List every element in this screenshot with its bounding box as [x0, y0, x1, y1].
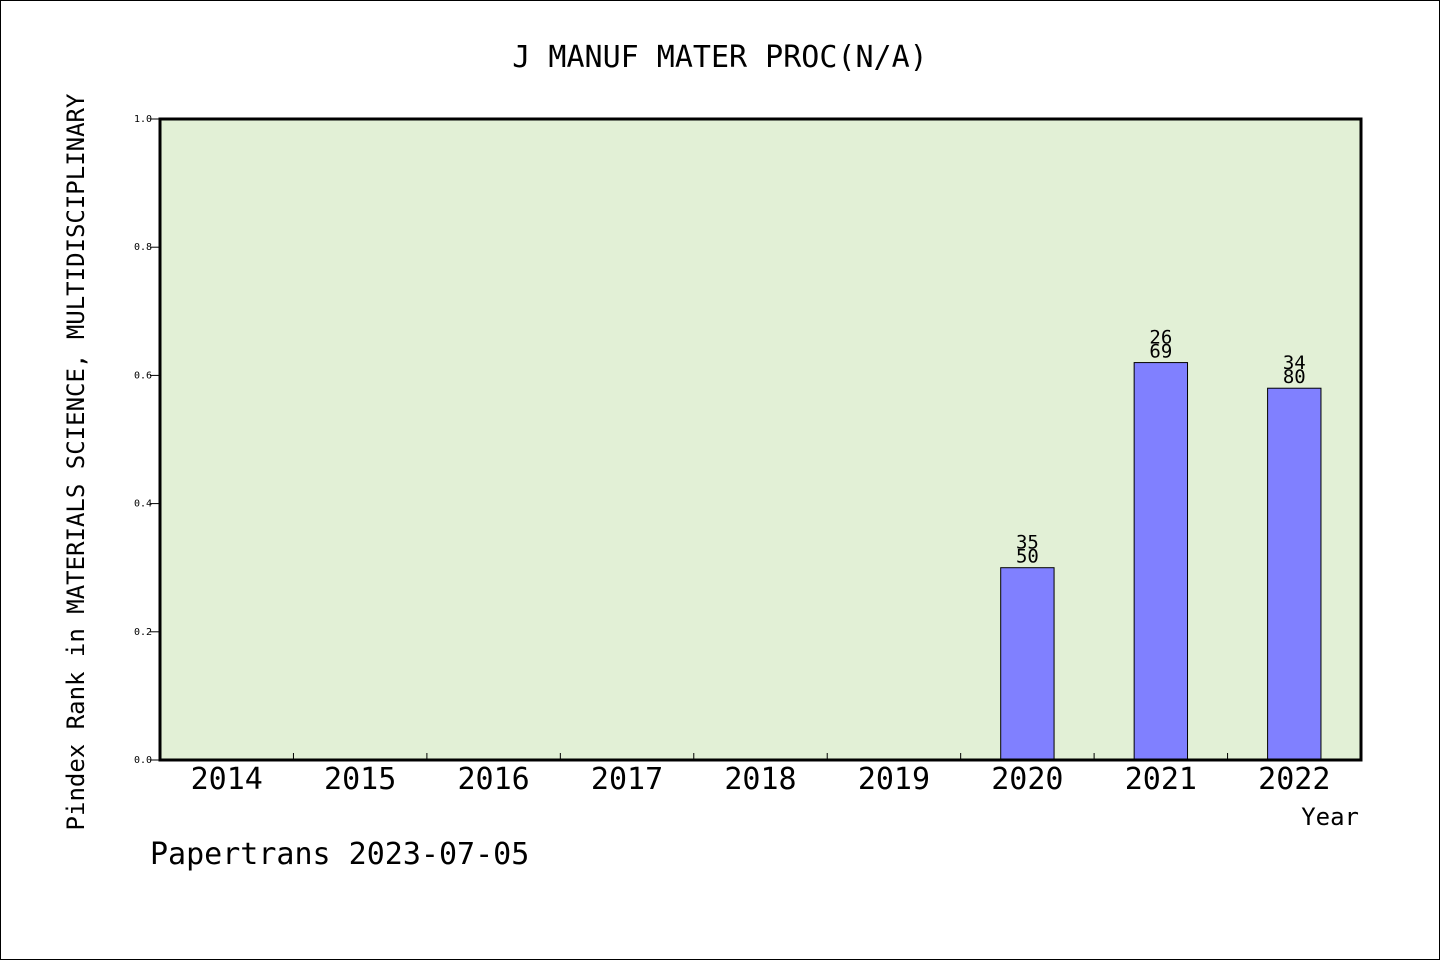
x-tick-label-2015: 2015: [324, 762, 396, 797]
x-tick-label-2020: 2020: [991, 762, 1063, 797]
y-axis-label: Pindex Rank in MATERIALS SCIENCE, MULTID…: [62, 93, 90, 830]
bar-label-top-2021: 26: [1149, 327, 1172, 349]
footer-text: Papertrans 2023-07-05: [150, 837, 529, 872]
y-tick-label: 0.2: [134, 627, 152, 638]
bar-2021: [1133, 362, 1189, 761]
bar-label-bottom-2021: 69: [1149, 341, 1172, 363]
x-tick-label-2014: 2014: [191, 762, 263, 797]
y-tick-label: 0.4: [134, 499, 152, 510]
x-axis-tick-labels: 2014 2015 2016 2017 2018 2019 2020 2021 2022: [191, 762, 1331, 797]
y-tick-label: 0.6: [134, 370, 152, 381]
chart-title: J MANUF MATER PROC(N/A): [512, 40, 927, 75]
y-axis-ticks: 0.0 0.2 0.4 0.6 0.8 1.0: [134, 114, 160, 766]
bar-2022: [1267, 387, 1322, 761]
x-axis-label: Year: [1301, 803, 1359, 831]
y-tick-label: 1.0: [134, 114, 152, 125]
bar-label-top-2020: 35: [1016, 532, 1039, 554]
x-tick-label-2017: 2017: [591, 762, 663, 797]
plot-border: [158, 117, 1363, 762]
x-tick-label-2018: 2018: [724, 762, 796, 797]
y-tick-label: 0.8: [134, 242, 152, 253]
bar-label-bottom-2022: 80: [1283, 366, 1306, 388]
x-tick-label-2022: 2022: [1258, 762, 1330, 797]
bar-2020: [1000, 567, 1055, 761]
x-tick-label-2019: 2019: [858, 762, 930, 797]
bar-label-top-2022: 34: [1283, 352, 1306, 374]
x-tick-label-2021: 2021: [1125, 762, 1197, 797]
bar-series: [1000, 362, 1322, 761]
y-tick-label: 0.0: [134, 755, 152, 766]
x-tick-label-2016: 2016: [457, 762, 529, 797]
bar-label-bottom-2020: 50: [1016, 546, 1039, 568]
